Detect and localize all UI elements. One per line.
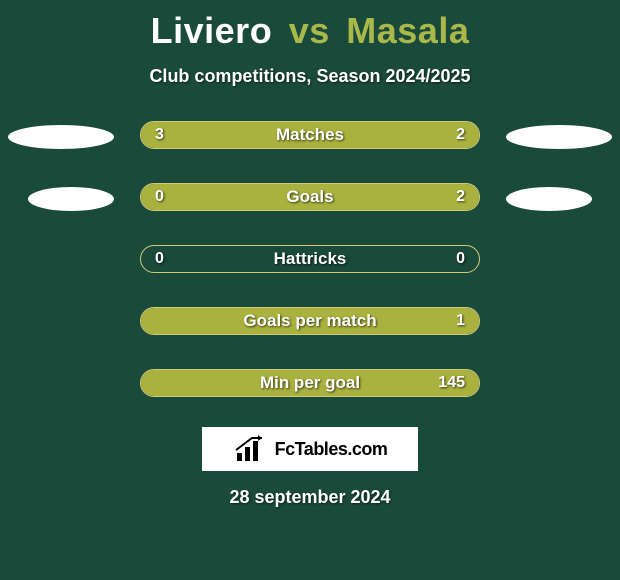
stat-bar: 0 Hattricks 0 <box>140 245 480 273</box>
stat-row-goals: 0 Goals 2 <box>0 175 620 219</box>
player1-marker <box>28 187 114 211</box>
stat-label: Min per goal <box>141 370 479 396</box>
stat-row-min-per-goal: Min per goal 145 <box>0 361 620 405</box>
stat-row-hattricks: 0 Hattricks 0 <box>0 237 620 281</box>
stat-value-right: 1 <box>456 308 465 334</box>
stat-label: Goals <box>141 184 479 210</box>
stat-bar: Goals per match 1 <box>140 307 480 335</box>
player2-marker <box>506 125 612 149</box>
stat-label: Goals per match <box>141 308 479 334</box>
subtitle: Club competitions, Season 2024/2025 <box>0 66 620 87</box>
title-vs: vs <box>289 10 330 51</box>
stat-label: Matches <box>141 122 479 148</box>
stat-value-right: 2 <box>456 122 465 148</box>
stat-bar: 3 Matches 2 <box>140 121 480 149</box>
logo: FcTables.com <box>202 427 418 471</box>
stat-value-right: 0 <box>456 246 465 272</box>
logo-text: FcTables.com <box>275 439 388 460</box>
stat-value-right: 2 <box>456 184 465 210</box>
player1-marker <box>8 125 114 149</box>
player1-name: Liviero <box>151 10 273 51</box>
stat-value-right: 145 <box>438 370 465 396</box>
stat-label: Hattricks <box>141 246 479 272</box>
chart-icon <box>233 435 269 463</box>
player2-marker <box>506 187 592 211</box>
stat-bar: 0 Goals 2 <box>140 183 480 211</box>
stat-bar: Min per goal 145 <box>140 369 480 397</box>
date: 28 september 2024 <box>0 487 620 508</box>
stat-row-goals-per-match: Goals per match 1 <box>0 299 620 343</box>
stat-row-matches: 3 Matches 2 <box>0 113 620 157</box>
comparison-title: Liviero vs Masala <box>0 0 620 52</box>
player2-name: Masala <box>346 10 469 51</box>
